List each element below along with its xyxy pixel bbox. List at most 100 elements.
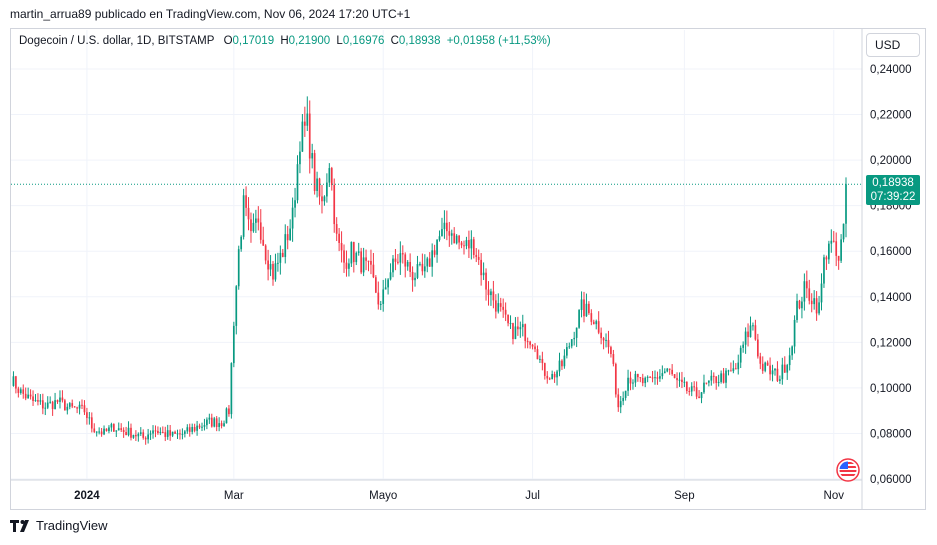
candle-body — [428, 258, 431, 267]
candle-body — [112, 424, 115, 432]
candle-body — [93, 428, 96, 432]
y-tick-label: 0,16000 — [870, 246, 912, 258]
close-value: 0,18938 — [398, 35, 441, 47]
footer-brand-label: TradingView — [36, 518, 108, 533]
candle-body — [201, 426, 203, 428]
candle-body — [235, 286, 238, 326]
candle-body — [766, 362, 769, 366]
candle-body — [568, 346, 571, 348]
candle-body — [423, 266, 426, 272]
candle-body — [708, 380, 710, 383]
candle-body — [524, 324, 527, 342]
candle-body — [551, 373, 554, 380]
candle-body — [600, 332, 602, 339]
candle-body — [622, 397, 625, 402]
candle-body — [267, 260, 269, 270]
candle-body — [157, 430, 159, 434]
candle-body — [781, 364, 784, 380]
candle-body — [328, 168, 331, 183]
candle-body — [443, 222, 446, 230]
candle-body — [308, 113, 311, 159]
candle-body — [149, 433, 152, 435]
candle-body — [673, 374, 676, 379]
candle-body — [845, 184, 847, 224]
candle-body — [659, 376, 661, 379]
candle-body — [372, 264, 375, 278]
currency-button[interactable]: USD — [866, 33, 920, 57]
open-value: 0,17019 — [232, 35, 275, 47]
candle-body — [220, 423, 223, 427]
candle-body — [536, 349, 539, 360]
symbol-title[interactable]: Dogecoin / U.S. dollar, 1D, BITSTAMP — [19, 35, 215, 47]
candle-body — [159, 431, 162, 434]
candle-body — [147, 434, 149, 440]
candle-body — [507, 314, 509, 324]
candle-body — [805, 281, 808, 289]
candle-body — [264, 245, 267, 261]
candle-body — [19, 389, 22, 393]
candle-body — [468, 240, 470, 249]
candle-body — [37, 400, 39, 402]
candle-body — [529, 341, 531, 345]
candle-body — [764, 362, 767, 371]
candle-body — [624, 390, 627, 398]
candle-body — [392, 258, 394, 273]
x-tick-label: Mayo — [369, 490, 397, 502]
candle-body — [690, 386, 693, 392]
candle-body — [485, 272, 487, 290]
candle-body — [343, 250, 345, 263]
candle-body — [281, 252, 284, 257]
footer-brand[interactable]: TradingView — [10, 518, 108, 533]
candle-body — [634, 373, 637, 383]
candle-body — [387, 279, 389, 288]
x-tick-label: 2024 — [74, 490, 100, 502]
candle-body — [695, 387, 698, 397]
close-label: C — [390, 35, 399, 47]
candle-body — [490, 291, 492, 296]
candle-body — [59, 397, 61, 402]
candle-body — [556, 371, 558, 378]
candle-body — [842, 223, 845, 240]
candle-body — [592, 321, 595, 325]
x-tick-label: Mar — [224, 490, 244, 502]
candle-body — [330, 168, 333, 186]
candle-body — [754, 325, 757, 340]
candle-body — [756, 339, 759, 357]
us-flag-icon[interactable] — [836, 458, 860, 482]
candle-body — [397, 261, 399, 263]
candle-body — [357, 251, 360, 253]
candle-body — [255, 218, 257, 223]
candle-body — [512, 323, 514, 340]
candle-body — [130, 427, 132, 438]
y-tick-label: 0,14000 — [870, 292, 912, 304]
candle-body — [793, 319, 796, 347]
candle-body — [225, 408, 228, 424]
candle-body — [646, 376, 649, 378]
candle-body — [335, 224, 338, 234]
candle-body — [499, 303, 502, 307]
candle-body — [818, 302, 820, 314]
candle-body — [676, 378, 678, 381]
candle-body — [835, 241, 838, 256]
candle-body — [446, 222, 448, 232]
candle-body — [279, 252, 282, 263]
publisher-line: martin_arrua89 publicado en TradingView.… — [10, 7, 411, 21]
candle-body — [521, 324, 524, 328]
candle-body — [49, 401, 52, 403]
candle-body — [810, 300, 813, 305]
candle-body — [365, 257, 367, 261]
high-label: H — [280, 35, 289, 47]
candle-body — [712, 375, 715, 377]
candle-body — [262, 239, 265, 246]
candle-body — [453, 233, 456, 244]
candle-body — [705, 382, 708, 384]
candle-body — [303, 121, 306, 126]
candle-body — [651, 377, 654, 379]
candle-body — [71, 403, 74, 407]
candle-body — [678, 379, 681, 381]
candle-body — [472, 239, 475, 255]
candle-body — [17, 388, 20, 393]
candle-body — [595, 321, 598, 325]
candle-body — [597, 321, 600, 333]
